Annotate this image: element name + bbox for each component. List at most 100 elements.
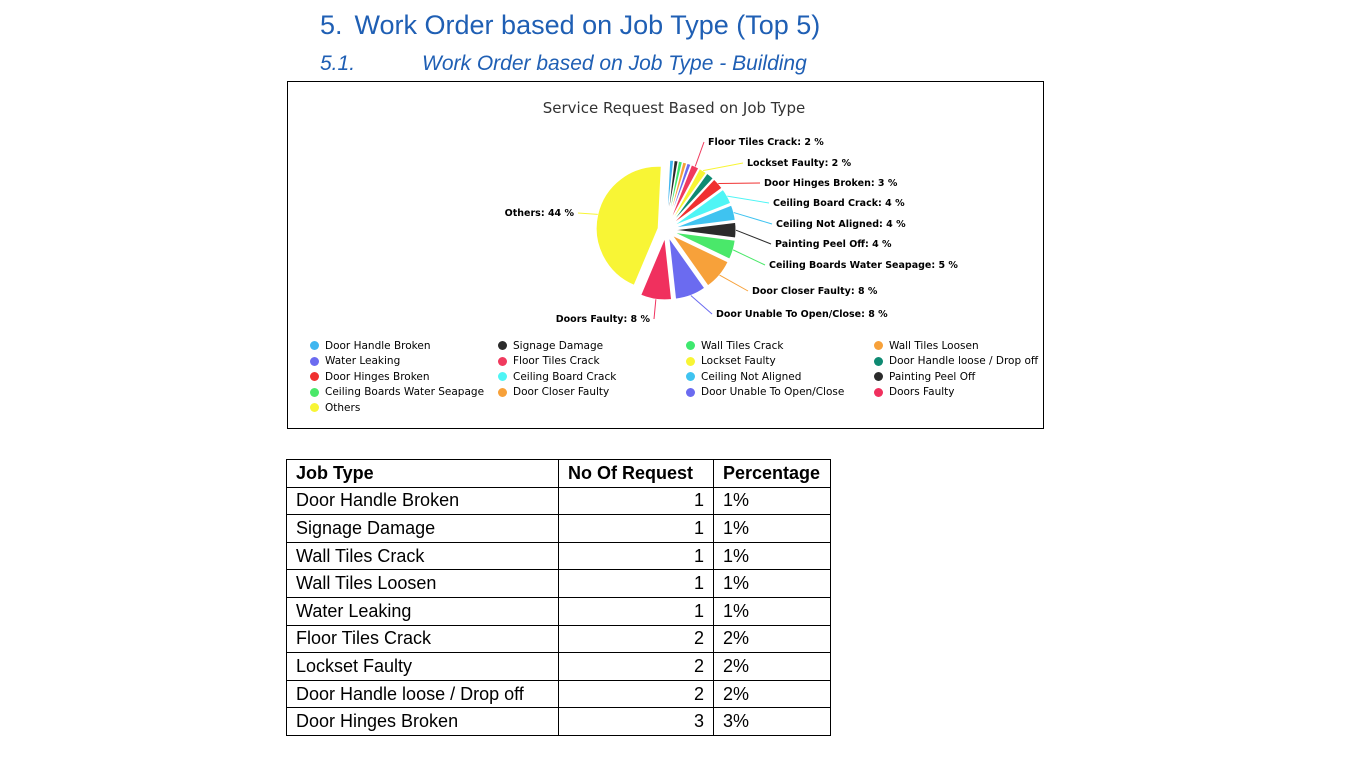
legend-marker <box>310 341 319 351</box>
data-label: Floor Tiles Crack: 2 % <box>708 137 824 148</box>
legend-item[interactable]: Floor Tiles Crack <box>498 355 686 369</box>
legend-item[interactable]: Water Leaking <box>310 355 498 369</box>
request-count-cell: 2 <box>558 652 714 681</box>
request-count-cell: 1 <box>558 541 714 571</box>
label-connector <box>719 274 749 292</box>
pie-slice[interactable] <box>595 165 662 287</box>
pie-slice[interactable] <box>666 159 675 223</box>
legend-item[interactable]: Lockset Faulty <box>686 355 874 369</box>
legend-label: Others <box>325 401 361 414</box>
label-connector <box>694 141 705 167</box>
header-job-type: Job Type <box>286 459 559 488</box>
legend-marker <box>686 372 695 382</box>
legend-item[interactable]: Wall Tiles Loosen <box>874 339 1050 353</box>
legend-item[interactable]: Ceiling Board Crack <box>498 370 686 384</box>
job-type-cell: Door Handle loose / Drop off <box>286 679 559 709</box>
legend-marker <box>310 403 319 413</box>
legend-item[interactable]: Door Hinges Broken <box>310 370 498 384</box>
pie-slice[interactable] <box>672 188 732 227</box>
legend-item[interactable]: Wall Tiles Crack <box>686 339 874 353</box>
label-connector <box>727 195 770 204</box>
legend-label: Door Unable To Open/Close <box>701 386 845 399</box>
table-row: Door Handle Broken 1 1% <box>286 486 831 516</box>
label-connector <box>732 249 766 266</box>
label-connector <box>577 212 598 215</box>
subsection-number: 5.1. <box>320 52 356 75</box>
data-label: Door Unable To Open/Close: 8 % <box>716 309 888 320</box>
legend-marker <box>874 387 883 397</box>
job-type-cell: Door Handle Broken <box>286 486 559 516</box>
legend-label: Ceiling Board Crack <box>513 370 617 383</box>
request-count-cell: 1 <box>558 596 714 626</box>
legend-label: Door Closer Faulty <box>513 386 610 399</box>
legend-item[interactable]: Ceiling Not Aligned <box>686 370 874 384</box>
legend-label: Lockset Faulty <box>701 355 776 368</box>
data-label: Others: 44 % <box>505 208 575 219</box>
label-connector <box>702 162 744 172</box>
label-connector <box>653 299 657 320</box>
percentage-cell: 1% <box>713 541 831 571</box>
percentage-cell: 2% <box>713 652 831 681</box>
pie-slice[interactable] <box>670 172 714 225</box>
data-label: Ceiling Boards Water Seapage: 5 % <box>769 260 958 271</box>
legend-label: Floor Tiles Crack <box>513 355 600 368</box>
request-count-cell: 1 <box>558 569 714 598</box>
job-type-cell: Signage Damage <box>286 514 559 543</box>
legend-label: Wall Tiles Crack <box>701 339 784 352</box>
request-count-cell: 3 <box>558 707 714 736</box>
legend-marker <box>498 372 507 382</box>
legend-marker <box>498 387 507 397</box>
percentage-cell: 2% <box>713 679 831 709</box>
legend-marker <box>498 356 507 366</box>
percentage-cell: 1% <box>713 569 831 598</box>
legend-item[interactable]: Door Handle Broken <box>310 339 498 353</box>
legend-item[interactable]: Signage Damage <box>498 339 686 353</box>
pie-slice[interactable] <box>673 204 736 229</box>
legend-item[interactable]: Door Closer Faulty <box>498 386 686 400</box>
legend-marker <box>498 341 507 351</box>
pie-slice[interactable] <box>666 159 679 223</box>
table-row: Door Handle loose / Drop off 2 2% <box>286 679 831 709</box>
table-header-row: Job Type No Of Request Percentage <box>286 459 831 488</box>
legend-marker <box>310 387 319 397</box>
data-label: Ceiling Board Crack: 4 % <box>773 198 905 209</box>
legend-marker <box>310 356 319 366</box>
job-type-cell: Lockset Faulty <box>286 652 559 681</box>
data-label: Lockset Faulty: 2 % <box>747 158 852 169</box>
pie-slice[interactable] <box>667 160 684 223</box>
pie-slice[interactable] <box>667 161 688 223</box>
legend-marker <box>686 356 695 366</box>
legend-item[interactable]: Door Handle loose / Drop off <box>874 355 1050 369</box>
pie-slice[interactable] <box>668 235 706 300</box>
legend-item[interactable]: Painting Peel Off <box>874 370 1050 384</box>
request-count-cell: 1 <box>558 486 714 516</box>
percentage-cell: 2% <box>713 624 831 654</box>
legend-marker <box>874 372 883 382</box>
pie-slice[interactable] <box>640 235 673 301</box>
table-row: Lockset Faulty 2 2% <box>286 652 831 681</box>
section-heading: 5. Work Order based on Job Type (Top 5) <box>320 10 820 41</box>
table-row: Door Hinges Broken 3 3% <box>286 707 831 736</box>
subsection-heading: 5.1. Work Order based on Job Type - Build… <box>320 52 807 76</box>
job-type-cell: Water Leaking <box>286 596 559 626</box>
legend-label: Door Handle Broken <box>325 339 431 352</box>
pie-slice[interactable] <box>668 162 692 223</box>
percentage-cell: 1% <box>713 596 831 626</box>
pie-slice[interactable] <box>670 233 729 287</box>
table-row: Water Leaking 1 1% <box>286 596 831 626</box>
legend-item[interactable]: Doors Faulty <box>874 386 1050 400</box>
section-title: Work Order based on Job Type (Top 5) <box>354 10 821 40</box>
legend-item[interactable]: Others <box>310 401 498 415</box>
pie-chart: Service Request Based on Job Type Floor … <box>505 99 959 325</box>
job-type-cell: Door Hinges Broken <box>286 707 559 736</box>
label-connector <box>735 229 772 245</box>
legend-item[interactable]: Door Unable To Open/Close <box>686 386 874 400</box>
table-row: Wall Tiles Crack 1 1% <box>286 541 831 571</box>
legend-label: Door Handle loose / Drop off <box>889 355 1039 368</box>
job-type-table: Job Type No Of Request Percentage Door H… <box>286 459 831 736</box>
legend-marker <box>874 341 883 351</box>
header-no-of-request: No Of Request <box>558 459 714 488</box>
legend-label: Signage Damage <box>513 339 604 352</box>
legend-label: Ceiling Boards Water Seapage <box>325 386 485 399</box>
legend-item[interactable]: Ceiling Boards Water Seapage <box>310 386 498 400</box>
